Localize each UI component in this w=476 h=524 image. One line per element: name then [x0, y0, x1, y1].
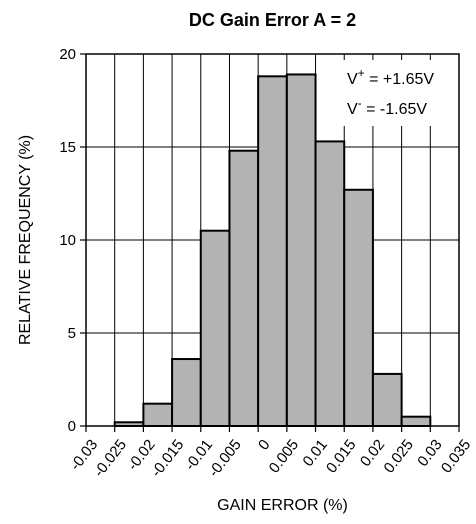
- y-tick-label: 15: [59, 139, 76, 156]
- y-tick-label: 20: [59, 46, 76, 63]
- histogram-bar: [314, 140, 346, 427]
- legend-background: [343, 60, 455, 126]
- y-axis-label: RELATIVE FREQUENCY (%): [17, 135, 34, 345]
- histogram-bars: [113, 73, 432, 428]
- supply-voltage-label: V+ = +1.65V: [347, 66, 434, 88]
- x-axis-label: GAIN ERROR (%): [217, 497, 348, 514]
- histogram-bar: [343, 188, 374, 427]
- x-tick-label: 0.025: [380, 436, 417, 476]
- histogram-bar: [171, 358, 202, 428]
- x-axis-ticks: -0.03-0.025-0.02-0.015-0.01-0.005 00.0050…: [67, 426, 474, 480]
- chart-title: DC Gain Error A = 2: [189, 10, 356, 30]
- histogram-bar: [285, 73, 317, 428]
- y-axis-ticks: 0 5 10 15 20: [59, 46, 86, 435]
- x-tick-label: 0.015: [323, 436, 360, 476]
- histogram-bar: [400, 415, 432, 428]
- histogram-bar: [199, 229, 231, 427]
- y-tick-label: 5: [68, 325, 76, 342]
- histogram-bar: [142, 402, 174, 427]
- histogram-bar: [228, 149, 260, 427]
- supply-voltage-label: V- = -1.65V: [347, 96, 427, 118]
- x-tick-label: 0: [255, 436, 274, 453]
- x-tick-label: 0.005: [266, 436, 303, 476]
- y-tick-label: 10: [59, 232, 76, 249]
- histogram-bar: [257, 75, 288, 427]
- supply-voltage-legend: V+ = +1.65V V- = -1.65V: [343, 60, 455, 126]
- histogram-bar: [371, 372, 403, 428]
- y-tick-label: 0: [68, 418, 76, 435]
- x-tick-label: 0.035: [438, 436, 475, 476]
